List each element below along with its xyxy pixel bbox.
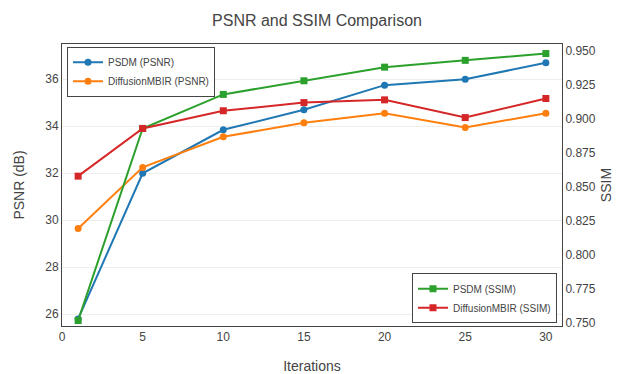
svg-text:34: 34 [45, 119, 59, 133]
svg-text:0.850: 0.850 [565, 180, 595, 194]
svg-text:20: 20 [378, 330, 392, 344]
svg-text:SSIM: SSIM [598, 168, 614, 202]
svg-text:DiffusionMBIR (SSIM): DiffusionMBIR (SSIM) [453, 303, 551, 314]
svg-text:PSNR (dB): PSNR (dB) [11, 150, 27, 219]
svg-text:25: 25 [459, 330, 473, 344]
svg-text:5: 5 [139, 330, 146, 344]
svg-text:36: 36 [45, 72, 59, 86]
svg-text:0.900: 0.900 [565, 112, 595, 126]
svg-text:0.775: 0.775 [565, 282, 595, 296]
svg-text:15: 15 [297, 330, 311, 344]
svg-text:0.875: 0.875 [565, 146, 595, 160]
svg-text:0.800: 0.800 [565, 248, 595, 262]
svg-text:PSNR and SSIM Comparison: PSNR and SSIM Comparison [212, 12, 422, 29]
svg-text:10: 10 [217, 330, 231, 344]
svg-text:32: 32 [45, 166, 59, 180]
svg-text:26: 26 [45, 307, 59, 321]
svg-text:PSDM (SSIM): PSDM (SSIM) [453, 284, 516, 295]
svg-text:0.925: 0.925 [565, 78, 595, 92]
svg-text:0.750: 0.750 [565, 316, 595, 330]
svg-text:0.950: 0.950 [565, 44, 595, 58]
svg-text:0: 0 [59, 330, 66, 344]
svg-text:Iterations: Iterations [283, 358, 341, 374]
svg-text:PSDM (PSNR): PSDM (PSNR) [108, 57, 174, 68]
svg-text:30: 30 [539, 330, 553, 344]
svg-text:DiffusionMBIR (PSNR): DiffusionMBIR (PSNR) [108, 76, 209, 87]
svg-text:28: 28 [45, 260, 59, 274]
svg-text:0.825: 0.825 [565, 214, 595, 228]
svg-text:30: 30 [45, 213, 59, 227]
